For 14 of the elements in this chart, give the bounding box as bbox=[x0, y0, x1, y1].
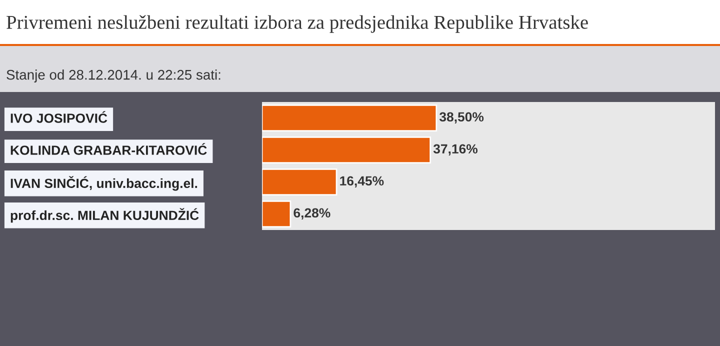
y-tick-label: IVAN SINČIĆ, univ.bacc.ing.el. bbox=[10, 176, 198, 191]
bar bbox=[262, 168, 338, 196]
y-tick-label: prof.dr.sc. MILAN KUJUNDŽIĆ bbox=[10, 208, 199, 223]
data-label: 16,45% bbox=[340, 176, 384, 188]
y-tick-label: IVO JOSIPOVIĆ bbox=[10, 111, 108, 123]
data-label: 38,50% bbox=[439, 112, 484, 124]
bar bbox=[262, 136, 432, 164]
data-label: 6,28% bbox=[294, 208, 330, 220]
text: Stanje od 28.12.2014. u 22:25 sati: bbox=[6, 70, 220, 82]
data-label: 37,16% bbox=[433, 144, 478, 156]
bar bbox=[262, 104, 438, 132]
y-tick-label: KOLINDA GRABAR-KITAROVIĆ bbox=[10, 143, 207, 155]
chart-title: Privremeni neslužbeni rezultati izbora za predsjednika Republike Hrvatske bbox=[6, 15, 588, 33]
bar bbox=[262, 200, 292, 228]
